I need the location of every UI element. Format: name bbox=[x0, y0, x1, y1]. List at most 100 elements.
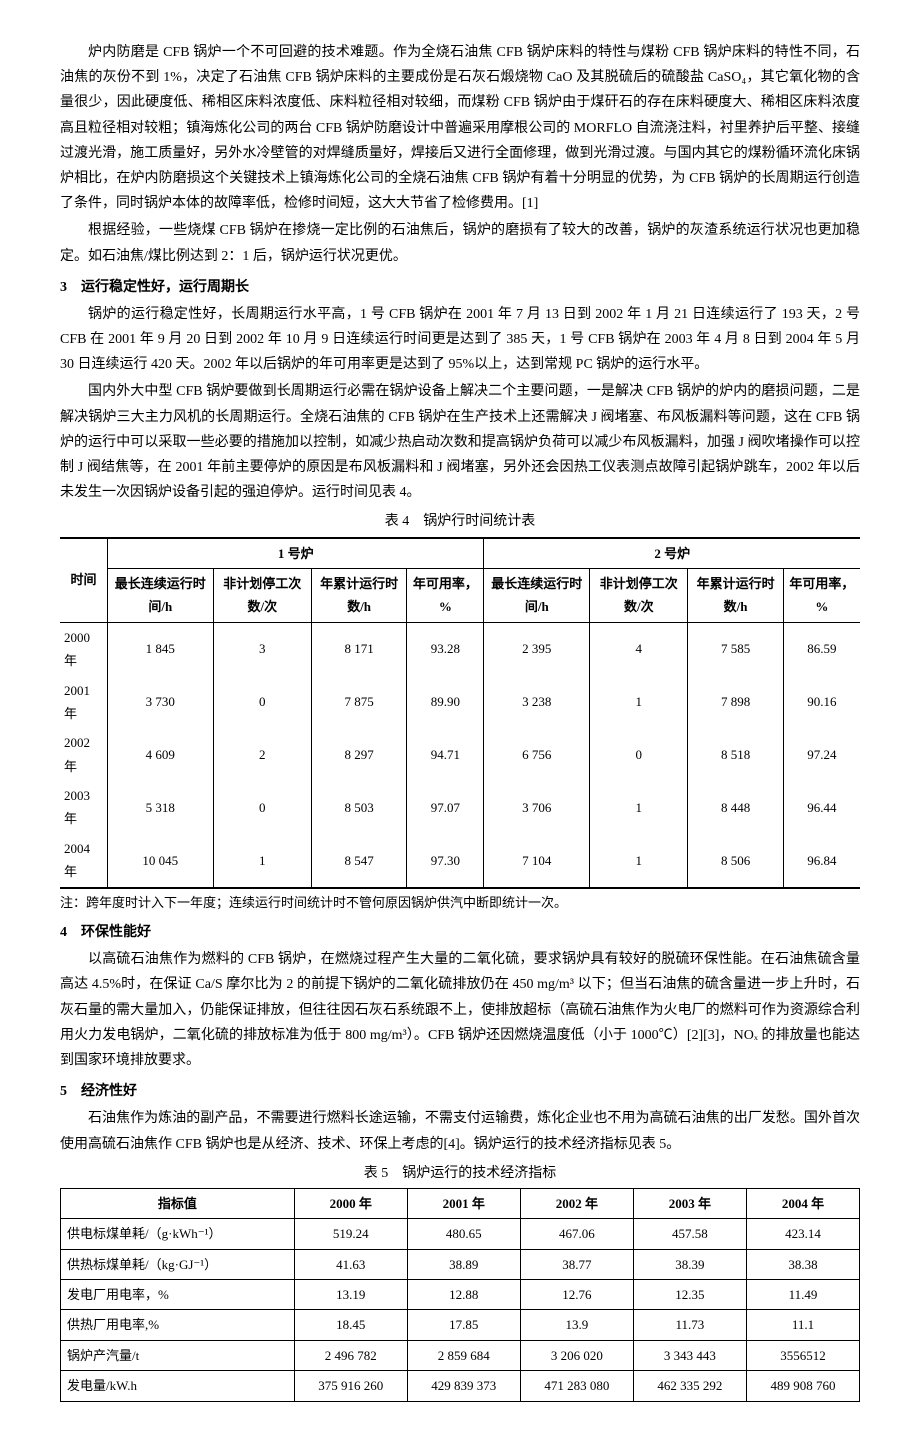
t4-h-c4: 年可用率，% bbox=[407, 568, 484, 622]
table-cell: 41.63 bbox=[294, 1249, 407, 1279]
table-cell: 457.58 bbox=[633, 1219, 746, 1249]
table-cell: 锅炉产汽量/t bbox=[61, 1340, 295, 1370]
paragraph-2: 根据经验，一些烧煤 CFB 锅炉在掺烧一定比例的石油焦后，锅炉的磨损有了较大的改… bbox=[60, 218, 860, 268]
table-cell: 375 916 260 bbox=[294, 1371, 407, 1401]
table-cell: 2001 年 bbox=[60, 676, 108, 729]
table-4: 时间 1 号炉 2 号炉 最长连续运行时间/h 非计划停工次数/次 年累计运行时… bbox=[60, 537, 860, 889]
table-5: 指标值2000 年2001 年2002 年2003 年2004 年 供电标煤单耗… bbox=[60, 1188, 860, 1402]
table-cell: 7 898 bbox=[688, 676, 783, 729]
table-cell: 97.24 bbox=[783, 728, 860, 781]
table-cell: 8 547 bbox=[312, 834, 407, 888]
table4-note: 注：跨年度时计入下一年度；连续运行时间统计时不管何原因锅炉供汽中断即统计一次。 bbox=[60, 891, 860, 914]
table-cell: 90.16 bbox=[783, 676, 860, 729]
table-cell: 89.90 bbox=[407, 676, 484, 729]
table-cell: 96.84 bbox=[783, 834, 860, 888]
table-cell: 11.1 bbox=[746, 1310, 859, 1340]
table-cell: 18.45 bbox=[294, 1310, 407, 1340]
t4-h-c3: 年累计运行时数/h bbox=[312, 568, 407, 622]
table-cell: 1 bbox=[590, 676, 688, 729]
table-cell: 5 318 bbox=[108, 781, 214, 834]
table-cell: 8 506 bbox=[688, 834, 783, 888]
table-cell: 供电标煤单耗/（g·kWh⁻¹） bbox=[61, 1219, 295, 1249]
paragraph-4: 国内外大中型 CFB 锅炉要做到长周期运行必需在锅炉设备上解决二个主要问题，一是… bbox=[60, 379, 860, 505]
table-cell: 13.19 bbox=[294, 1280, 407, 1310]
table-row: 2003 年5 31808 50397.073 70618 44896.44 bbox=[60, 781, 860, 834]
table-cell: 86.59 bbox=[783, 622, 860, 675]
table-cell: 13.9 bbox=[520, 1310, 633, 1340]
table-cell: 3 730 bbox=[108, 676, 214, 729]
table-cell: 11.73 bbox=[633, 1310, 746, 1340]
table-cell: 8 518 bbox=[688, 728, 783, 781]
table-cell: 38.38 bbox=[746, 1249, 859, 1279]
table-cell: 97.07 bbox=[407, 781, 484, 834]
t4-h-c6: 非计划停工次数/次 bbox=[590, 568, 688, 622]
table-cell: 38.77 bbox=[520, 1249, 633, 1279]
table-cell: 94.71 bbox=[407, 728, 484, 781]
table-cell: 4 bbox=[590, 622, 688, 675]
t5-body: 供电标煤单耗/（g·kWh⁻¹）519.24480.65467.06457.58… bbox=[61, 1219, 860, 1401]
t5-head-cell: 指标值 bbox=[61, 1188, 295, 1218]
table-cell: 0 bbox=[213, 676, 311, 729]
table-cell: 12.88 bbox=[407, 1280, 520, 1310]
table-cell: 3 706 bbox=[484, 781, 590, 834]
table-cell: 11.49 bbox=[746, 1280, 859, 1310]
table-cell: 3 bbox=[213, 622, 311, 675]
table-cell: 12.76 bbox=[520, 1280, 633, 1310]
table-row: 锅炉产汽量/t2 496 7822 859 6843 206 0203 343 … bbox=[61, 1340, 860, 1370]
table-row: 2002 年4 60928 29794.716 75608 51897.24 bbox=[60, 728, 860, 781]
table-cell: 429 839 373 bbox=[407, 1371, 520, 1401]
heading-3: 3 运行稳定性好，运行周期长 bbox=[60, 275, 860, 300]
table-cell: 7 875 bbox=[312, 676, 407, 729]
table-cell: 2 395 bbox=[484, 622, 590, 675]
table-cell: 17.85 bbox=[407, 1310, 520, 1340]
t4-h-g1: 1 号炉 bbox=[108, 538, 484, 569]
table-cell: 462 335 292 bbox=[633, 1371, 746, 1401]
table5-caption: 表 5 锅炉运行的技术经济指标 bbox=[60, 1161, 860, 1186]
table-row: 发电厂用电率，%13.1912.8812.7612.3511.49 bbox=[61, 1280, 860, 1310]
table-cell: 8 171 bbox=[312, 622, 407, 675]
t5-head-cell: 2002 年 bbox=[520, 1188, 633, 1218]
heading-4: 4 环保性能好 bbox=[60, 920, 860, 945]
table-cell: 10 045 bbox=[108, 834, 214, 888]
table-row: 2004 年10 04518 54797.307 10418 50696.84 bbox=[60, 834, 860, 888]
table-cell: 6 756 bbox=[484, 728, 590, 781]
table-cell: 1 845 bbox=[108, 622, 214, 675]
table-cell: 供热标煤单耗/（kg·GJ⁻¹） bbox=[61, 1249, 295, 1279]
table-cell: 38.39 bbox=[633, 1249, 746, 1279]
t5-head-row: 指标值2000 年2001 年2002 年2003 年2004 年 bbox=[61, 1188, 860, 1218]
table-cell: 发电厂用电率，% bbox=[61, 1280, 295, 1310]
table-cell: 0 bbox=[213, 781, 311, 834]
paragraph-6: 石油焦作为炼油的副产品，不需要进行燃料长途运输，不需支付运输费，炼化企业也不用为… bbox=[60, 1106, 860, 1156]
table-cell: 12.35 bbox=[633, 1280, 746, 1310]
paragraph-5: 以高硫石油焦作为燃料的 CFB 锅炉，在燃烧过程产生大量的二氧化硫，要求锅炉具有… bbox=[60, 947, 860, 1073]
table-cell: 93.28 bbox=[407, 622, 484, 675]
table-cell: 97.30 bbox=[407, 834, 484, 888]
table-cell: 467.06 bbox=[520, 1219, 633, 1249]
t4-h-time: 时间 bbox=[60, 538, 108, 623]
table-cell: 1 bbox=[213, 834, 311, 888]
table-cell: 96.44 bbox=[783, 781, 860, 834]
table-cell: 3 343 443 bbox=[633, 1340, 746, 1370]
table-cell: 2 859 684 bbox=[407, 1340, 520, 1370]
table-cell: 7 585 bbox=[688, 622, 783, 675]
table-cell: 7 104 bbox=[484, 834, 590, 888]
t5-head-cell: 2003 年 bbox=[633, 1188, 746, 1218]
table-cell: 4 609 bbox=[108, 728, 214, 781]
table-cell: 38.89 bbox=[407, 1249, 520, 1279]
table-cell: 0 bbox=[590, 728, 688, 781]
t4-body: 2000 年1 84538 17193.282 39547 58586.59 20… bbox=[60, 622, 860, 887]
table-row: 供电标煤单耗/（g·kWh⁻¹）519.24480.65467.06457.58… bbox=[61, 1219, 860, 1249]
table-cell: 3556512 bbox=[746, 1340, 859, 1370]
t4-h-c7: 年累计运行时数/h bbox=[688, 568, 783, 622]
table-row: 供热厂用电率,%18.4517.8513.911.7311.1 bbox=[61, 1310, 860, 1340]
table-cell: 2002 年 bbox=[60, 728, 108, 781]
table-cell: 8 448 bbox=[688, 781, 783, 834]
table-cell: 2003 年 bbox=[60, 781, 108, 834]
table-cell: 8 503 bbox=[312, 781, 407, 834]
table-cell: 供热厂用电率,% bbox=[61, 1310, 295, 1340]
table-cell: 2000 年 bbox=[60, 622, 108, 675]
table-cell: 1 bbox=[590, 834, 688, 888]
t4-h-c2: 非计划停工次数/次 bbox=[213, 568, 311, 622]
table-cell: 489 908 760 bbox=[746, 1371, 859, 1401]
table-cell: 2 496 782 bbox=[294, 1340, 407, 1370]
